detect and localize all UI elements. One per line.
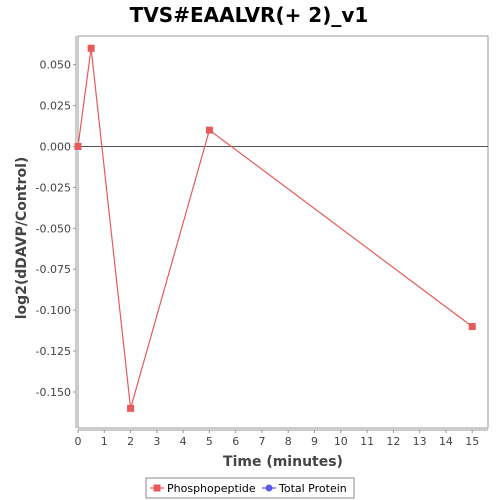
y-tick-label: -0.150	[36, 386, 71, 399]
y-axis: 0.050 0.025 0.000 -0.025 -0.050 -0.075 -0.100 -…	[36, 36, 77, 428]
legend-total-protein-marker	[265, 484, 273, 492]
phosphopeptide-point	[87, 44, 95, 52]
y-tick-label: -0.100	[36, 304, 71, 317]
x-tick-label: 10	[334, 435, 348, 448]
phosphopeptide-point	[127, 404, 135, 412]
y-axis-label: log2(dDAVP/Control)	[14, 157, 30, 320]
y-tick-label: -0.050	[36, 222, 71, 235]
x-tick-label: 12	[386, 435, 400, 448]
legend-phosphopeptide-label: Phosphopeptide	[167, 482, 256, 495]
legend: Phosphopeptide Total Protein	[145, 477, 355, 499]
x-tick-label: 4	[180, 435, 187, 448]
y-tick-label: -0.125	[36, 345, 71, 358]
x-tick-label: 5	[206, 435, 213, 448]
y-tick-label: -0.075	[36, 263, 71, 276]
x-axis: 0 1 2 3 4 5 6 7 8 9 10 11 12 13 14 15	[75, 429, 488, 448]
phosphopeptide-point	[468, 323, 476, 331]
y-tick-label: 0.000	[40, 140, 72, 153]
x-tick-label: 1	[101, 435, 108, 448]
legend-total-protein-label: Total Protein	[278, 482, 347, 495]
legend-box	[145, 477, 355, 499]
x-tick-label: 0	[75, 435, 82, 448]
x-tick-label: 15	[465, 435, 479, 448]
chart-title: TVS#EAALVR(+ 2)_v1	[130, 3, 369, 27]
legend-phosphopeptide-marker	[153, 484, 161, 492]
phosphopeptide-point	[205, 126, 213, 134]
y-tick-label: 0.025	[40, 100, 72, 113]
x-tick-label: 8	[285, 435, 292, 448]
x-tick-label: 14	[439, 435, 453, 448]
x-tick-label: 3	[153, 435, 160, 448]
x-tick-label: 6	[232, 435, 239, 448]
y-tick-label: -0.025	[36, 181, 71, 194]
x-tick-label: 13	[413, 435, 427, 448]
x-tick-label: 2	[127, 435, 134, 448]
y-tick-label: 0.050	[40, 59, 72, 72]
series-layer	[74, 44, 476, 412]
phosphopeptide-point	[74, 142, 82, 150]
x-tick-label: 7	[258, 435, 265, 448]
x-tick-label: 11	[360, 435, 374, 448]
x-axis-label: Time (minutes)	[223, 454, 343, 470]
plot-area	[77, 35, 489, 429]
x-tick-label: 9	[311, 435, 318, 448]
